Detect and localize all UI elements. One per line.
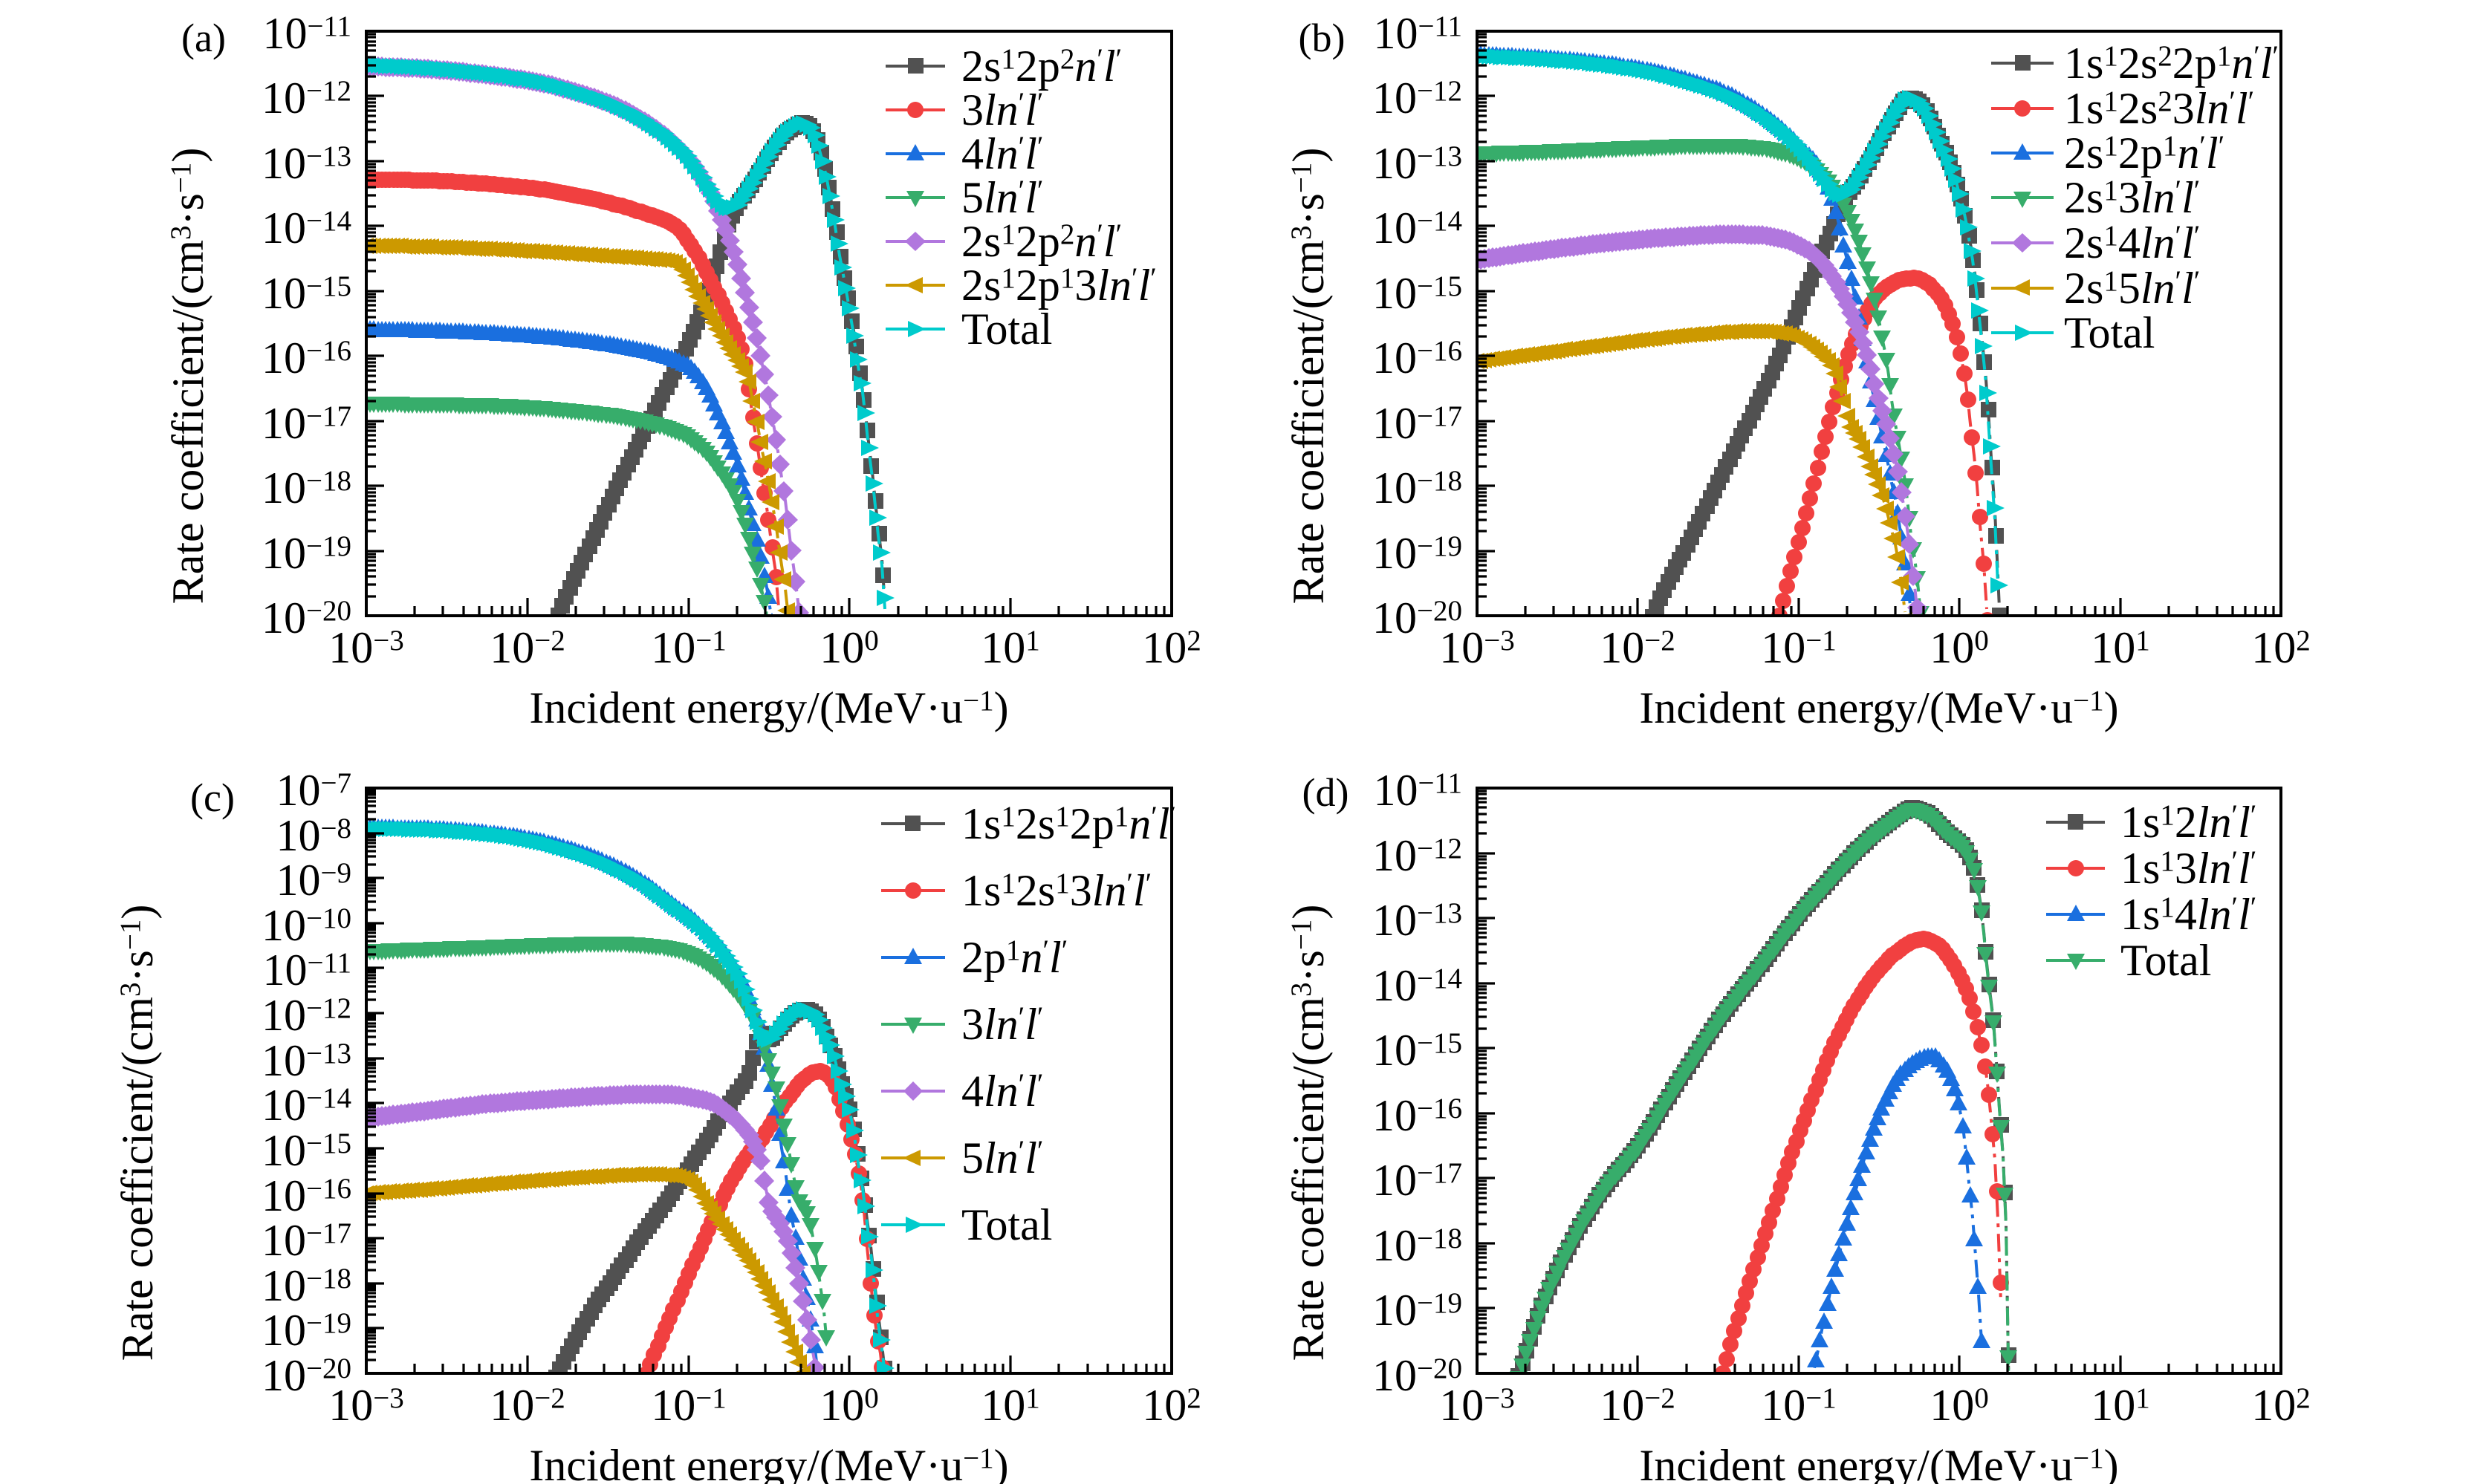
- svg-text:102: 102: [2251, 623, 2311, 672]
- svg-text:1s14ln′l′: 1s14ln′l′: [2120, 890, 2256, 939]
- svg-text:10−2: 10−2: [1600, 623, 1675, 672]
- svg-text:1s12s12p1n′l′: 1s12s12p1n′l′: [961, 799, 1176, 848]
- svg-text:2s12p2n′l′: 2s12p2n′l′: [961, 42, 1122, 91]
- svg-text:2p1n′l′: 2p1n′l′: [961, 933, 1068, 982]
- svg-text:5ln′l′: 5ln′l′: [961, 1133, 1043, 1182]
- svg-text:10−3: 10−3: [328, 623, 404, 672]
- svg-text:Incident energy/(MeV·u−1): Incident energy/(MeV·u−1): [529, 683, 1008, 732]
- svg-text:1s12ln′l′: 1s12ln′l′: [2120, 798, 2256, 847]
- svg-text:10−2: 10−2: [1600, 1381, 1675, 1430]
- svg-text:Total: Total: [2120, 936, 2211, 985]
- svg-text:1s12s13ln′l′: 1s12s13ln′l′: [961, 866, 1152, 915]
- svg-text:Incident energy/(MeV·u−1): Incident energy/(MeV·u−1): [529, 1441, 1008, 1484]
- svg-text:(b): (b): [1299, 16, 1346, 60]
- svg-text:10−17: 10−17: [262, 1216, 351, 1265]
- svg-text:Rate coefficient/(cm3·s−1): Rate coefficient/(cm3·s−1): [163, 148, 212, 605]
- svg-text:5ln′l′: 5ln′l′: [961, 173, 1043, 222]
- svg-text:Rate coefficient/(cm3·s−1): Rate coefficient/(cm3·s−1): [1284, 148, 1333, 605]
- svg-text:Rate coefficient/(cm3·s−1): Rate coefficient/(cm3·s−1): [113, 905, 162, 1361]
- svg-text:(c): (c): [190, 775, 235, 820]
- svg-text:10−18: 10−18: [1372, 463, 1462, 512]
- svg-text:10−1: 10−1: [651, 623, 727, 672]
- svg-text:2s12p13ln′l′: 2s12p13ln′l′: [961, 261, 1157, 310]
- svg-text:Incident energy/(MeV·u−1): Incident energy/(MeV·u−1): [1639, 1441, 2118, 1484]
- svg-text:3ln′l′: 3ln′l′: [961, 85, 1043, 134]
- svg-text:2s14ln′l′: 2s14ln′l′: [2064, 218, 2200, 267]
- svg-text:10−3: 10−3: [1439, 1381, 1515, 1430]
- svg-text:10−12: 10−12: [262, 991, 351, 1040]
- svg-text:1s12s23ln′l′: 1s12s23ln′l′: [2064, 84, 2254, 133]
- svg-text:(d): (d): [1302, 770, 1349, 815]
- svg-text:Total: Total: [2064, 308, 2155, 357]
- svg-text:1s12s22p1n′l′: 1s12s22p1n′l′: [2064, 39, 2279, 88]
- svg-text:3ln′l′: 3ln′l′: [961, 1000, 1043, 1049]
- svg-text:101: 101: [981, 623, 1040, 672]
- svg-text:Incident energy/(MeV·u−1): Incident energy/(MeV·u−1): [1639, 683, 2118, 732]
- svg-text:4ln′l′: 4ln′l′: [961, 1067, 1043, 1116]
- svg-text:10−3: 10−3: [328, 1381, 404, 1430]
- svg-text:4ln′l′: 4ln′l′: [961, 129, 1043, 178]
- svg-text:10−17: 10−17: [262, 399, 351, 448]
- svg-text:1s13ln′l′: 1s13ln′l′: [2120, 844, 2256, 893]
- svg-text:Rate coefficient/(cm3·s−1): Rate coefficient/(cm3·s−1): [1284, 905, 1333, 1361]
- svg-text:2s13ln′l′: 2s13ln′l′: [2064, 173, 2200, 222]
- svg-text:2s12p1n′l′: 2s12p1n′l′: [2064, 128, 2224, 178]
- svg-text:2s15ln′l′: 2s15ln′l′: [2064, 264, 2200, 313]
- svg-text:10−9: 10−9: [276, 856, 352, 905]
- svg-text:Total: Total: [961, 1200, 1052, 1249]
- svg-text:Total: Total: [961, 305, 1052, 354]
- svg-text:(a): (a): [181, 16, 226, 60]
- svg-text:2s12p2n′l′: 2s12p2n′l′: [961, 217, 1122, 266]
- svg-text:10−12: 10−12: [1372, 831, 1462, 880]
- svg-text:10−11: 10−11: [1373, 766, 1462, 815]
